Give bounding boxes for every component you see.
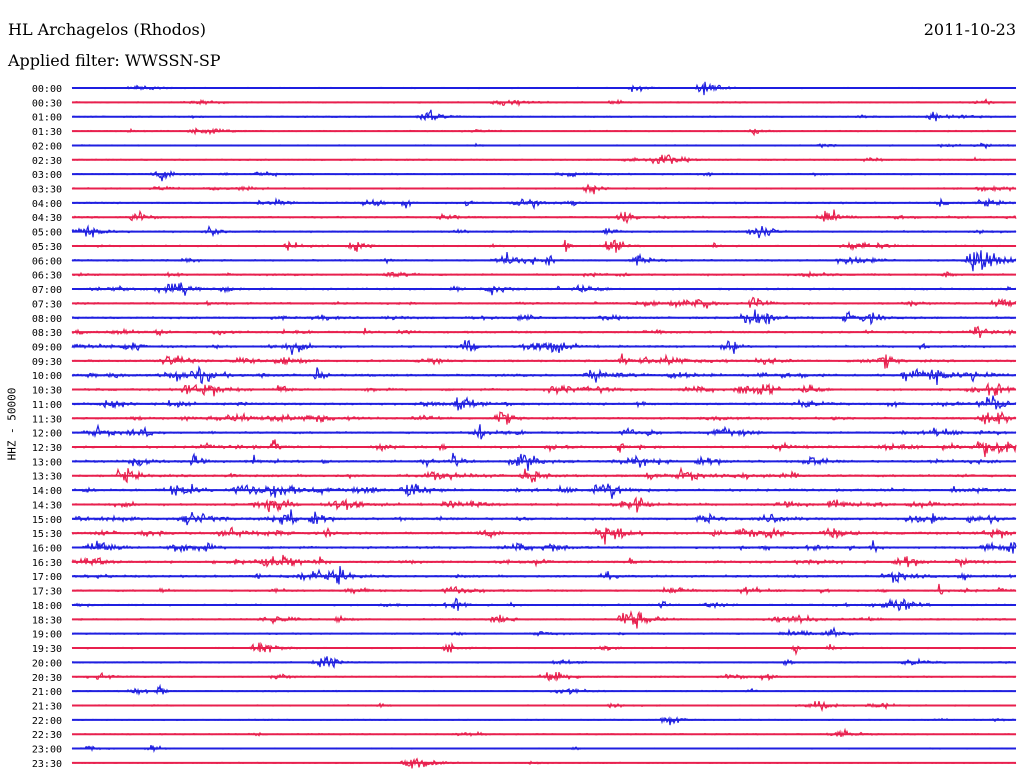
trace-row-1830 [71,609,1017,629]
filter-label: Applied filter: WWSSN-SP [8,51,221,70]
time-label-0900: 09:00 [32,342,62,353]
time-label-1130: 11:30 [32,414,62,425]
trace-row-1530 [71,526,1017,545]
time-label-1330: 13:30 [32,472,62,483]
trace-row-1400 [72,483,1016,499]
time-label-0500: 05:00 [32,228,62,239]
time-label-0830: 08:30 [32,328,62,339]
time-label-1600: 16:00 [32,544,62,555]
time-label-0330: 03:30 [32,185,62,196]
time-label-0630: 06:30 [32,271,62,282]
time-label-1800: 18:00 [32,601,62,612]
time-label-2130: 21:30 [32,701,62,712]
time-label-0530: 05:30 [32,242,62,253]
time-label-0800: 08:00 [32,314,62,325]
time-label-0430: 04:30 [32,213,62,224]
time-label-1830: 18:30 [32,615,62,626]
time-label-1700: 17:00 [32,572,62,583]
time-label-0730: 07:30 [32,299,62,310]
time-label-0200: 02:00 [32,141,62,152]
time-label-1630: 16:30 [32,558,62,569]
time-label-2100: 21:00 [32,687,62,698]
time-label-1000: 10:00 [32,371,62,382]
time-label-1100: 11:00 [32,400,62,411]
time-label-0100: 01:00 [32,113,62,124]
trace-row-0100 [71,109,1017,122]
trace-row-1500 [71,509,1017,526]
time-label-1400: 14:00 [32,486,62,497]
station-title: HL Archagelos (Rhodos) [8,20,206,39]
trace-row-0430 [71,209,1017,225]
date-label: 2011-10-23 [923,20,1016,39]
time-label-2030: 20:30 [32,673,62,684]
time-label-1230: 12:30 [32,443,62,454]
time-label-1930: 19:30 [32,644,62,655]
time-label-2000: 20:00 [32,658,62,669]
time-label-1030: 10:30 [32,386,62,397]
time-label-0000: 00:00 [32,84,62,95]
time-label-0230: 02:30 [32,156,62,167]
time-label-2330: 23:30 [32,759,62,770]
time-label-1300: 13:00 [32,457,62,468]
trace-row-1730 [71,583,1017,596]
time-label-1530: 15:30 [32,529,62,540]
time-label-0400: 04:00 [32,199,62,210]
time-label-1500: 15:00 [32,515,62,526]
time-label-0930: 09:30 [32,357,62,368]
time-label-2230: 22:30 [32,730,62,741]
time-label-0600: 06:00 [32,256,62,267]
time-label-0130: 01:30 [32,127,62,138]
time-label-0300: 03:00 [32,170,62,181]
time-label-1730: 17:30 [32,587,62,598]
trace-row-0330 [71,183,1017,195]
time-label-1430: 14:30 [32,500,62,511]
time-label-0700: 07:00 [32,285,62,296]
time-label-1900: 19:00 [32,630,62,641]
time-label-1200: 12:00 [32,429,62,440]
time-label-2300: 23:00 [32,745,62,756]
trace-row-0900 [71,339,1017,355]
trace-row-1230 [71,439,1017,458]
time-label-0030: 00:30 [32,98,62,109]
time-label-2200: 22:00 [32,716,62,727]
